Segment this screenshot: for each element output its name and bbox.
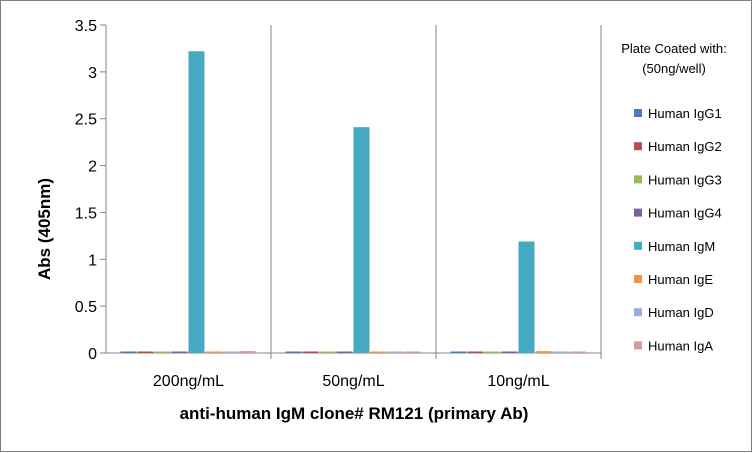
- y-axis-title: Abs (405nm): [35, 178, 54, 280]
- bar: [171, 351, 188, 353]
- bar: [205, 351, 222, 353]
- y-tick-label: 1: [88, 252, 97, 269]
- legend-label: Human IgG3: [648, 172, 722, 187]
- bar: [450, 351, 467, 353]
- bar: [370, 351, 387, 353]
- legend: Plate Coated with: (50ng/well) Human IgG…: [621, 41, 727, 353]
- legend-swatch: [634, 275, 642, 283]
- bar: [154, 351, 171, 353]
- legend-swatch: [634, 142, 642, 151]
- bar: [336, 351, 353, 353]
- x-axis-categories: 200ng/mL 50ng/mL 10ng/mL: [153, 373, 550, 390]
- bar: [302, 351, 319, 353]
- legend-items: Human IgG1 Human IgG2 Human IgG3 Human IgG4…: [634, 106, 722, 353]
- legend-swatch: [634, 208, 642, 217]
- bar: [137, 351, 154, 353]
- legend-label: Human IgM: [648, 239, 715, 254]
- legend-swatch: [634, 109, 642, 117]
- legend-label: Human IgE: [648, 272, 713, 287]
- legend-label: Human IgG4: [648, 206, 722, 221]
- legend-swatch: [634, 308, 642, 317]
- bar: [552, 351, 569, 353]
- legend-title-line1: Plate Coated with:: [621, 41, 727, 56]
- bar: [222, 351, 239, 353]
- bar: [501, 351, 518, 353]
- y-tick-label: 3.5: [75, 18, 97, 35]
- legend-title-line2: (50ng/well): [642, 61, 706, 76]
- legend-label: Human IgG1: [648, 106, 722, 121]
- x-axis-title: anti-human IgM clone# RM121 (primary Ab): [180, 404, 529, 423]
- y-tick-label: 2.5: [75, 112, 97, 129]
- bar: [353, 127, 370, 353]
- y-tick-label: 0: [88, 346, 97, 363]
- bar: [569, 351, 586, 353]
- bar: [387, 351, 404, 353]
- bar: [484, 351, 501, 353]
- x-category-label: 10ng/mL: [487, 373, 549, 390]
- bar: [404, 351, 421, 353]
- bars-group: [120, 51, 586, 354]
- y-tick-label: 1.5: [75, 205, 97, 222]
- bar: [535, 351, 552, 353]
- y-axis-ticks: 0 0.5 1 1.5 2 2.5 3 3.5: [75, 18, 106, 363]
- legend-swatch: [634, 341, 642, 350]
- legend-label: Human IgG2: [648, 139, 722, 154]
- bar: [467, 351, 484, 353]
- bar: [285, 351, 302, 353]
- x-category-label: 50ng/mL: [322, 373, 384, 390]
- y-tick-label: 0.5: [75, 299, 97, 316]
- y-tick-label: 3: [88, 65, 97, 82]
- legend-swatch: [634, 241, 642, 250]
- legend-swatch: [634, 175, 642, 184]
- bar: [188, 51, 205, 354]
- bar: [518, 241, 535, 353]
- legend-label: Human IgD: [648, 305, 714, 320]
- bar: [120, 351, 137, 353]
- bar: [239, 351, 256, 353]
- bar: [319, 351, 336, 353]
- y-tick-label: 2: [88, 159, 97, 176]
- x-category-label: 200ng/mL: [153, 373, 224, 390]
- legend-label: Human IgA: [648, 338, 713, 353]
